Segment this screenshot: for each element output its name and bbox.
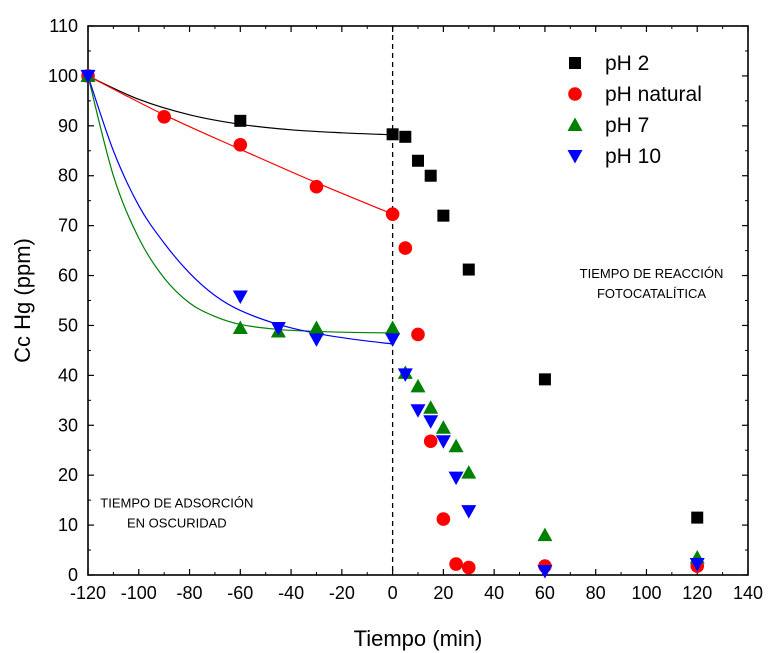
legend-marker [568, 87, 582, 101]
data-point [80, 69, 96, 84]
data-point [462, 263, 475, 276]
data-point [412, 154, 424, 167]
axis-ticks [87, 25, 749, 576]
data-point [448, 438, 464, 453]
x-tick-label: -20 [329, 583, 355, 603]
data-point [309, 179, 324, 194]
data-point [411, 327, 425, 342]
x-tick-label: 80 [586, 583, 606, 603]
x-tick-label: -120 [70, 583, 106, 603]
data-point [423, 434, 438, 449]
y-axis-title: Cc Hg (ppm) [10, 238, 35, 363]
data-point [398, 241, 413, 255]
fit-line [87, 75, 393, 345]
data-point [424, 169, 437, 182]
y-tick-label: 110 [49, 16, 78, 36]
data-point [410, 378, 426, 393]
y-tick-label: 100 [48, 66, 78, 86]
x-tick-label: 20 [433, 583, 453, 603]
data-point [461, 505, 477, 519]
data-point [537, 565, 553, 579]
data-point [689, 558, 705, 572]
data-point [385, 333, 401, 347]
data-point [448, 471, 464, 486]
y-tick-label: 10 [58, 515, 78, 535]
data-point [399, 130, 412, 143]
x-tick-label: 0 [388, 583, 398, 603]
data-point [270, 321, 286, 336]
data-point [410, 404, 426, 418]
data-point [233, 137, 248, 152]
data-point [385, 207, 400, 221]
data-point [308, 320, 324, 334]
data-point [386, 128, 399, 141]
legend: pH 2 pH natural pH 7 pH 10 [567, 52, 702, 168]
legend-marker [567, 150, 583, 164]
data-point [435, 435, 451, 449]
data-point [436, 512, 451, 526]
annotation-line: EN OSCURIDAD [127, 516, 227, 531]
x-tick-label: 140 [733, 583, 763, 603]
annotation: TIEMPO DE REACCIÓN FOTOCATALÍTICA [580, 266, 724, 301]
legend-label: pH 10 [605, 145, 661, 168]
x-axis-title: Tiempo (min) [354, 626, 483, 651]
data-point [232, 290, 248, 305]
y-tick-label: 60 [58, 266, 78, 286]
y-tick-label: 90 [58, 116, 78, 136]
y-tick-label: 80 [58, 166, 78, 186]
data-point [157, 110, 171, 124]
y-tick-label: 50 [58, 315, 78, 335]
data-point [397, 368, 413, 382]
data-point [232, 320, 248, 334]
data-point [691, 511, 704, 524]
x-tick-label: -60 [227, 583, 253, 603]
y-tick-label: 20 [58, 465, 78, 485]
data-point [234, 114, 247, 127]
data-points [80, 68, 705, 579]
data-point [423, 415, 439, 429]
legend-label: pH 7 [605, 114, 649, 137]
legend-marker [567, 117, 583, 131]
legend-label: pH natural [605, 83, 702, 106]
data-point [461, 560, 476, 575]
x-tick-label: 60 [535, 583, 555, 603]
legend-marker [569, 57, 581, 69]
data-point [437, 209, 450, 222]
x-tick-label: 120 [682, 583, 712, 603]
y-tick-label: 70 [58, 216, 78, 236]
tick-labels: -120 -100 -80 -60 -40 -20 0 20 40 60 80 100 120 140 0 1… [48, 16, 763, 603]
x-tick-label: -80 [177, 583, 203, 603]
legend-label: pH 2 [605, 52, 649, 75]
x-tick-label: -100 [121, 583, 157, 603]
fit-line [87, 75, 393, 334]
annotation-line: TIEMPO DE ADSORCIÓN [100, 496, 253, 511]
data-point [461, 465, 477, 479]
annotation-line: TIEMPO DE REACCIÓN [580, 266, 724, 281]
y-tick-label: 40 [58, 365, 78, 385]
data-point [385, 320, 401, 334]
annotation: TIEMPO DE ADSORCIÓN EN OSCURIDAD [100, 496, 253, 531]
annotation-line: FOTOCATALÍTICA [597, 286, 706, 301]
data-point [449, 557, 463, 571]
data-point [435, 420, 451, 434]
x-tick-label: -40 [278, 583, 304, 603]
data-point [423, 400, 439, 414]
x-tick-label: 100 [631, 583, 661, 603]
data-point [308, 333, 324, 347]
data-point [537, 527, 553, 542]
data-point [538, 373, 551, 386]
x-tick-label: 40 [484, 583, 504, 603]
y-tick-label: 0 [68, 565, 78, 585]
y-tick-label: 30 [58, 415, 78, 435]
